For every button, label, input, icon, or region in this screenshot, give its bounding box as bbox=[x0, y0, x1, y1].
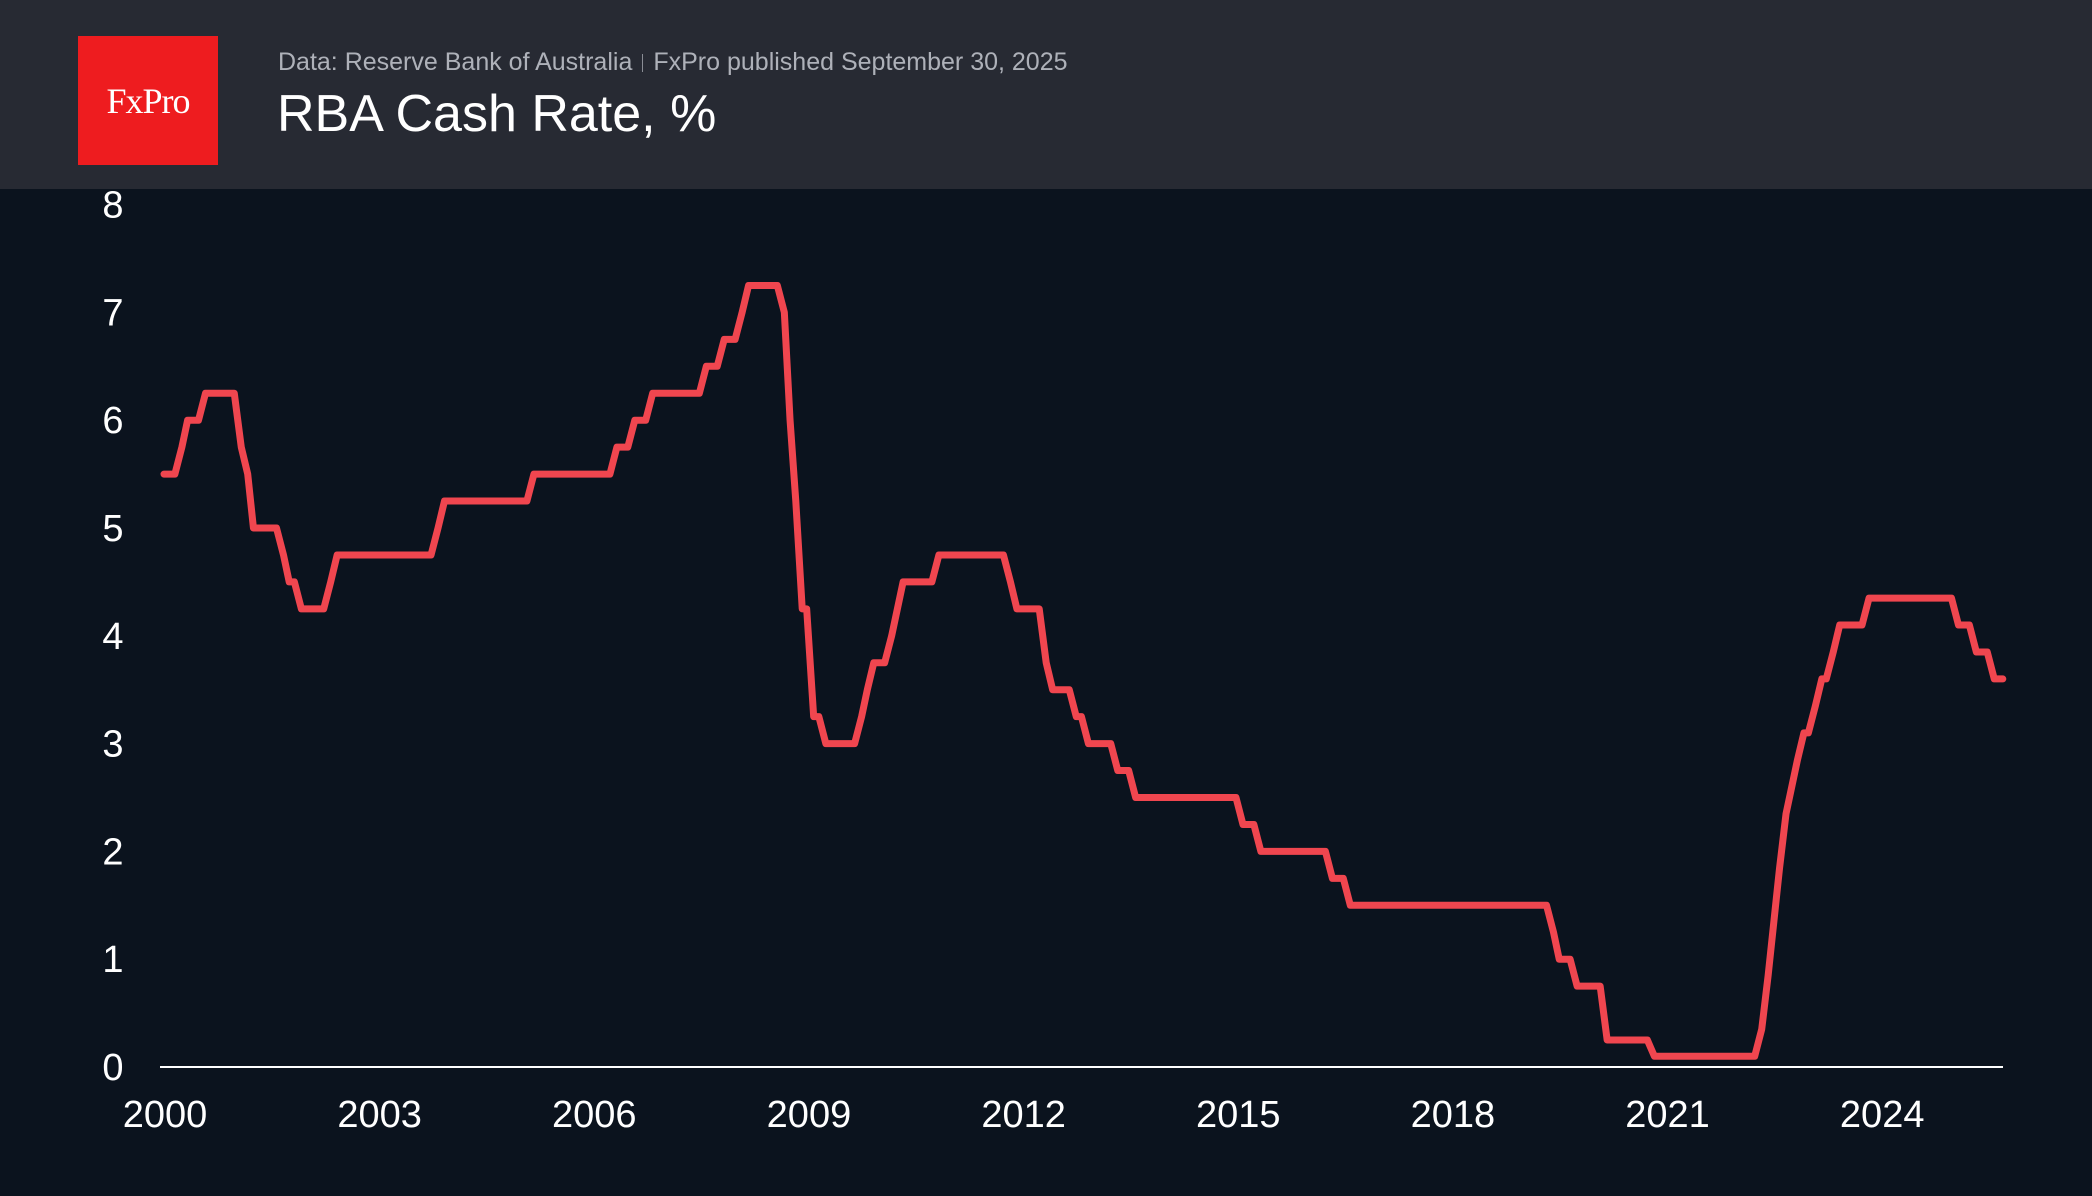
x-tick-label: 2012 bbox=[981, 1094, 1066, 1136]
x-tick-label: 2009 bbox=[767, 1094, 852, 1136]
y-tick-label: 7 bbox=[102, 292, 123, 334]
x-tick-label: 2024 bbox=[1840, 1094, 1925, 1136]
y-tick-label: 3 bbox=[102, 724, 123, 766]
series-line-rba-cash-rate bbox=[160, 281, 2007, 1060]
x-tick-label: 2018 bbox=[1411, 1094, 1496, 1136]
y-tick-label: 5 bbox=[102, 508, 123, 550]
fxpro-logo: FxPro bbox=[78, 36, 218, 165]
y-tick-label: 4 bbox=[102, 616, 123, 658]
header-bar: FxPro Data: Reserve Bank of Australia FxP… bbox=[0, 0, 2092, 189]
y-tick-label: 6 bbox=[102, 400, 123, 442]
x-tick-label: 2021 bbox=[1625, 1094, 1710, 1136]
chart-title: RBA Cash Rate, % bbox=[277, 85, 717, 143]
y-tick-label: 0 bbox=[102, 1047, 123, 1089]
logo-text: FxPro bbox=[106, 80, 190, 121]
separator bbox=[642, 54, 644, 72]
x-tick-label: 2003 bbox=[337, 1094, 422, 1136]
x-tick-label: 2000 bbox=[123, 1094, 208, 1136]
x-tick-label: 2015 bbox=[1196, 1094, 1281, 1136]
data-source: Data: Reserve Bank of Australia bbox=[278, 48, 633, 76]
subtitle: Data: Reserve Bank of Australia FxPro pub… bbox=[278, 48, 1068, 77]
x-tick-label: 2006 bbox=[552, 1094, 637, 1136]
y-tick-label: 8 bbox=[102, 185, 123, 227]
y-tick-label: 1 bbox=[102, 939, 123, 981]
published-date: FxPro published September 30, 2025 bbox=[653, 48, 1068, 76]
y-tick-label: 2 bbox=[102, 831, 123, 873]
